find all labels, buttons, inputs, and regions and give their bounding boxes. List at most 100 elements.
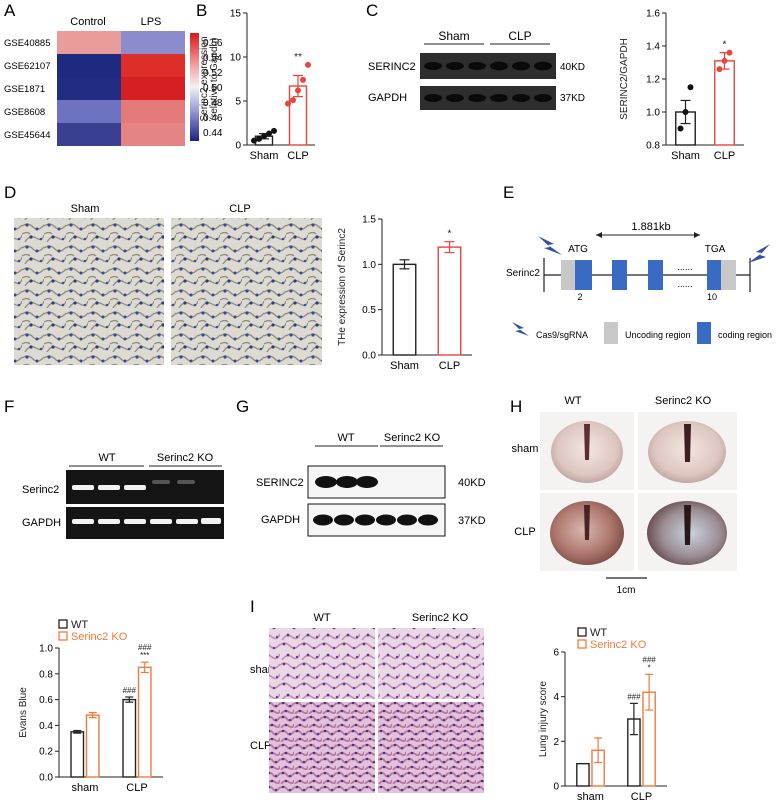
panel-letter-a: A (4, 1, 16, 20)
heatmap-cell (57, 54, 121, 77)
y-tick-label: 1.6 (646, 9, 660, 20)
panel-d-ihc-images: Sham CLP (14, 203, 322, 365)
image-col-label: WT (313, 612, 330, 624)
photo-row-label: CLP (514, 526, 535, 538)
scale-bar-label: 1cm (617, 585, 636, 596)
blot-size-label: 40KD (458, 477, 486, 489)
heatmap-cell (57, 77, 121, 100)
arrowhead-left (596, 232, 602, 238)
panel-letter-b: B (196, 1, 207, 20)
significance-label: ### * (642, 655, 656, 672)
exon-end-number: 10 (707, 292, 717, 302)
heatmap-cell (121, 54, 185, 77)
chart-i-lung-injury-score: 0 2 4 6 Lung injury score sham ### ### * CLP WTSer… (538, 627, 667, 802)
colorbar-tick: 0.48 (203, 98, 223, 109)
heatmap-row-label: GSE1871 (4, 84, 45, 95)
blot-band (468, 94, 486, 102)
y-axis-label: Serinc2 expression(relative to Gapdh) (199, 36, 220, 121)
legend-swatch (58, 619, 68, 629)
heatmap-col-label: Control (70, 16, 105, 28)
data-point (726, 49, 733, 56)
y-tick-label: 1.0 (39, 644, 53, 655)
cas9-lightning-icon (748, 244, 770, 263)
blot-band (534, 61, 552, 71)
significance-label: * (723, 40, 727, 51)
blot-band (446, 94, 464, 102)
bar (70, 731, 85, 778)
gene-name-label: Serinc2 (506, 268, 540, 279)
blot-strip-serinc2 (420, 53, 556, 79)
y-tick-label: 4 (553, 692, 559, 703)
panel-f-gel: WT Serinc2 KO Serinc2 GAPDH (22, 452, 224, 539)
arrowhead-right (694, 232, 700, 238)
heatmap-cell (57, 123, 121, 146)
x-tick-label: CLP (631, 791, 652, 802)
y-tick-label: 0.5 (362, 305, 376, 316)
panel-letter-g: G (236, 397, 249, 416)
uncoding-region (721, 260, 736, 290)
panel-c-western-blot: Sham CLP SERINC2 GAPDH 40KD 37KD (368, 29, 585, 110)
panel-e-gene-diagram: 1.881kb ATG TGA Serinc2 ...... ...... 2 … (506, 221, 772, 344)
lung-trachea (584, 505, 590, 540)
panel-letters: A B C D E F G H I (4, 1, 522, 616)
coding-exon (575, 260, 592, 290)
gel-band (72, 519, 94, 524)
blot-band (376, 514, 396, 526)
heatmap-row-label: GSE8608 (4, 107, 45, 118)
y-tick-label: 0 (553, 782, 559, 793)
panel-letter-e: E (503, 183, 514, 202)
exon-dots: ...... (677, 279, 692, 289)
image-col-label: Serinc2 KO (412, 612, 469, 624)
panel-letter-f: F (4, 397, 14, 416)
blot-size-label: 40KD (560, 62, 585, 73)
data-point (305, 61, 311, 68)
coding-exon (612, 260, 627, 290)
he-image-wt-clp (269, 702, 375, 793)
significance-label: ### (627, 692, 641, 701)
data-point (682, 109, 689, 115)
data-point (271, 127, 277, 134)
gel-band (124, 519, 146, 524)
legend-label: coding region (718, 330, 772, 340)
colorbar-tick: 0.46 (203, 113, 223, 124)
y-tick-label: 0.4 (39, 721, 53, 732)
heatmap-col-label: LPS (141, 16, 162, 28)
blot-strip-gapdh (420, 86, 556, 110)
coding-exon (648, 260, 663, 290)
blot-group-label: Sham (438, 29, 469, 43)
blot-size-label: 37KD (560, 93, 585, 104)
data-point (251, 137, 257, 144)
gel-band (176, 519, 198, 524)
exon-start-number: 2 (577, 292, 582, 302)
he-image-ko-sham (378, 628, 484, 699)
blot-band (336, 476, 358, 488)
data-point (300, 76, 306, 83)
image-label: CLP (229, 203, 250, 215)
heatmap-cell (121, 123, 185, 146)
lung-trachea (684, 505, 691, 545)
y-tick-label: 1.4 (646, 42, 660, 53)
blot-band (512, 94, 530, 102)
gel-band (98, 519, 120, 524)
bar (714, 60, 735, 146)
heatmap-cell (121, 77, 185, 100)
bar (392, 263, 417, 356)
y-tick-label: 0.0 (39, 773, 53, 784)
exon-dots: ...... (677, 262, 692, 272)
blot-size-label: 37KD (458, 515, 486, 527)
y-tick-label: 1.5 (362, 215, 376, 226)
panel-letter-d: D (4, 183, 16, 202)
data-point (290, 97, 296, 104)
y-tick-label: 0.8 (646, 141, 660, 152)
gel-band-label: Serinc2 (22, 484, 59, 496)
data-point (295, 87, 301, 94)
he-image-ko-clp (378, 702, 484, 793)
photo-row-label: sham (512, 443, 539, 455)
blot-band (355, 514, 375, 526)
significance-label: * (448, 229, 452, 240)
colorbar-tick: 0.44 (203, 128, 223, 139)
y-axis-label: THe expression of Serinc2 (337, 228, 348, 346)
y-tick-label: 1.0 (362, 260, 376, 271)
photo-col-label: WT (564, 395, 581, 407)
blot-band-label: GAPDH (368, 92, 407, 104)
